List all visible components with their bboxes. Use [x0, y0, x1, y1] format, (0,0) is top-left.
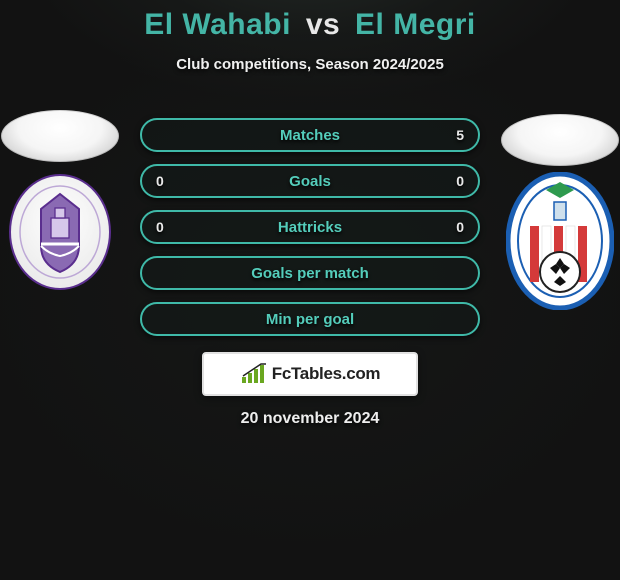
stat-rows: Matches 5 0 Goals 0 0 Hattricks 0 Goals … — [140, 118, 480, 336]
stat-row-goals: 0 Goals 0 — [140, 164, 480, 198]
player2-club-badge — [506, 172, 614, 310]
stat-row-matches: Matches 5 — [140, 118, 480, 152]
stat-row-hattricks: 0 Hattricks 0 — [140, 210, 480, 244]
brand-bars-icon — [240, 363, 268, 385]
brand-box: FcTables.com — [202, 352, 418, 396]
footer-date: 20 november 2024 — [0, 410, 620, 428]
infographic-container: El Wahabi vs El Megri Club competitions,… — [0, 0, 620, 580]
stat-left-value: 0 — [156, 219, 164, 235]
club-badge-left-icon — [9, 174, 111, 290]
stat-label: Goals — [289, 173, 331, 190]
stat-row-mpg: Min per goal — [140, 302, 480, 336]
player1-portrait-placeholder — [1, 110, 119, 162]
club-badge-right-icon — [506, 172, 614, 310]
brand-text: FcTables.com — [272, 364, 381, 384]
stat-label: Min per goal — [266, 311, 354, 328]
player2-portrait-placeholder — [501, 114, 619, 166]
stat-label: Matches — [280, 127, 340, 144]
stat-left-value: 0 — [156, 173, 164, 189]
stat-label: Goals per match — [251, 265, 369, 282]
stat-right-value: 5 — [456, 127, 464, 143]
page-title: El Wahabi vs El Megri — [0, 0, 620, 42]
player2-name: El Megri — [355, 8, 476, 41]
stat-row-gpm: Goals per match — [140, 256, 480, 290]
vs-text: vs — [306, 8, 340, 41]
player1-name: El Wahabi — [144, 8, 291, 41]
stat-label: Hattricks — [278, 219, 342, 236]
stat-right-value: 0 — [456, 219, 464, 235]
stat-right-value: 0 — [456, 173, 464, 189]
right-side — [500, 114, 620, 310]
player1-club-badge — [9, 174, 111, 290]
subtitle: Club competitions, Season 2024/2025 — [0, 56, 620, 73]
left-side — [0, 110, 120, 290]
